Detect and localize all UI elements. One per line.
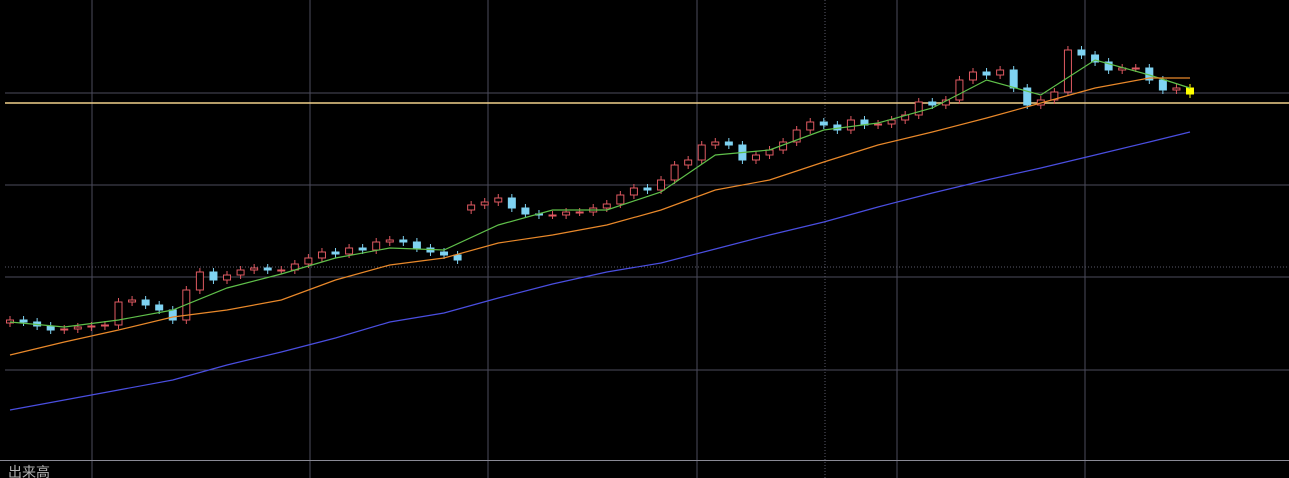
moving-average-line: [9, 59, 1191, 328]
candle-body: [372, 241, 381, 251]
candle-body: [453, 254, 462, 261]
candle-body: [548, 214, 557, 217]
moving-average-line: [9, 77, 1190, 356]
candle-body: [1009, 69, 1018, 89]
candle-body: [87, 325, 96, 328]
candle-body: [385, 239, 394, 243]
candle-body: [141, 299, 150, 306]
candle-body: [168, 309, 177, 321]
candle-body: [209, 271, 218, 281]
candle-body: [480, 201, 489, 206]
candle-body: [494, 197, 503, 203]
candle-body: [250, 267, 259, 271]
candle-body: [846, 119, 855, 131]
candle-body: [1131, 67, 1140, 70]
volume-label: 出来高: [8, 464, 50, 478]
candle-body: [358, 247, 367, 251]
candle-body: [968, 71, 977, 81]
moving-average-line: [9, 131, 1191, 411]
candle-body: [643, 187, 652, 191]
candle-body: [819, 121, 828, 126]
candle-body: [412, 241, 421, 249]
candle-body: [155, 304, 164, 311]
candle-body: [236, 269, 245, 276]
candle-body: [887, 119, 896, 125]
candle-body: [724, 141, 733, 146]
candle-body: [562, 211, 571, 216]
candle-body: [657, 179, 666, 191]
candle-body: [195, 271, 204, 291]
candle-body: [1077, 49, 1086, 56]
candle-body: [697, 144, 706, 161]
candle-body: [73, 326, 82, 330]
candle-body: [100, 324, 109, 327]
candle-body: [914, 101, 923, 116]
candle-body: [19, 319, 28, 323]
candle-body: [507, 197, 516, 209]
candle-body: [806, 121, 815, 131]
candle-body: [1158, 79, 1167, 91]
candle-body: [955, 79, 964, 101]
candle-body: [331, 251, 340, 255]
candle-body: [629, 187, 638, 196]
candle-body: [114, 301, 123, 326]
candle-body: [60, 328, 69, 331]
candle-body: [1091, 54, 1100, 63]
candle-body: [792, 129, 801, 143]
candle-body: [128, 299, 137, 303]
candle-body: [304, 257, 313, 265]
candle-body: [467, 204, 476, 211]
candle-body: [440, 251, 449, 256]
candle-body: [711, 141, 720, 146]
candle-body: [982, 71, 991, 76]
candle-body: [928, 101, 937, 106]
candle-body: [684, 159, 693, 166]
candle-body: [751, 154, 760, 161]
candle-body: [46, 325, 55, 331]
candle-body: [1050, 91, 1059, 101]
candle-body: [616, 194, 625, 205]
candle-body: [1172, 87, 1181, 91]
candle-body: [6, 319, 14, 324]
candle-body: [996, 69, 1005, 76]
candle-body: [1186, 87, 1194, 95]
candle-body: [670, 164, 679, 181]
candle-body: [602, 203, 611, 209]
candle-body: [399, 239, 408, 243]
candle-body: [1063, 49, 1072, 93]
candle-body: [277, 269, 286, 272]
candle-body: [874, 123, 883, 126]
candle-body: [521, 207, 530, 215]
candle-body: [317, 251, 326, 259]
candle-body: [1104, 61, 1113, 71]
candle-body: [223, 274, 232, 281]
candle-body: [1023, 87, 1032, 106]
candle-body: [345, 247, 354, 255]
candle-body: [263, 267, 272, 271]
candle-body: [575, 211, 584, 214]
